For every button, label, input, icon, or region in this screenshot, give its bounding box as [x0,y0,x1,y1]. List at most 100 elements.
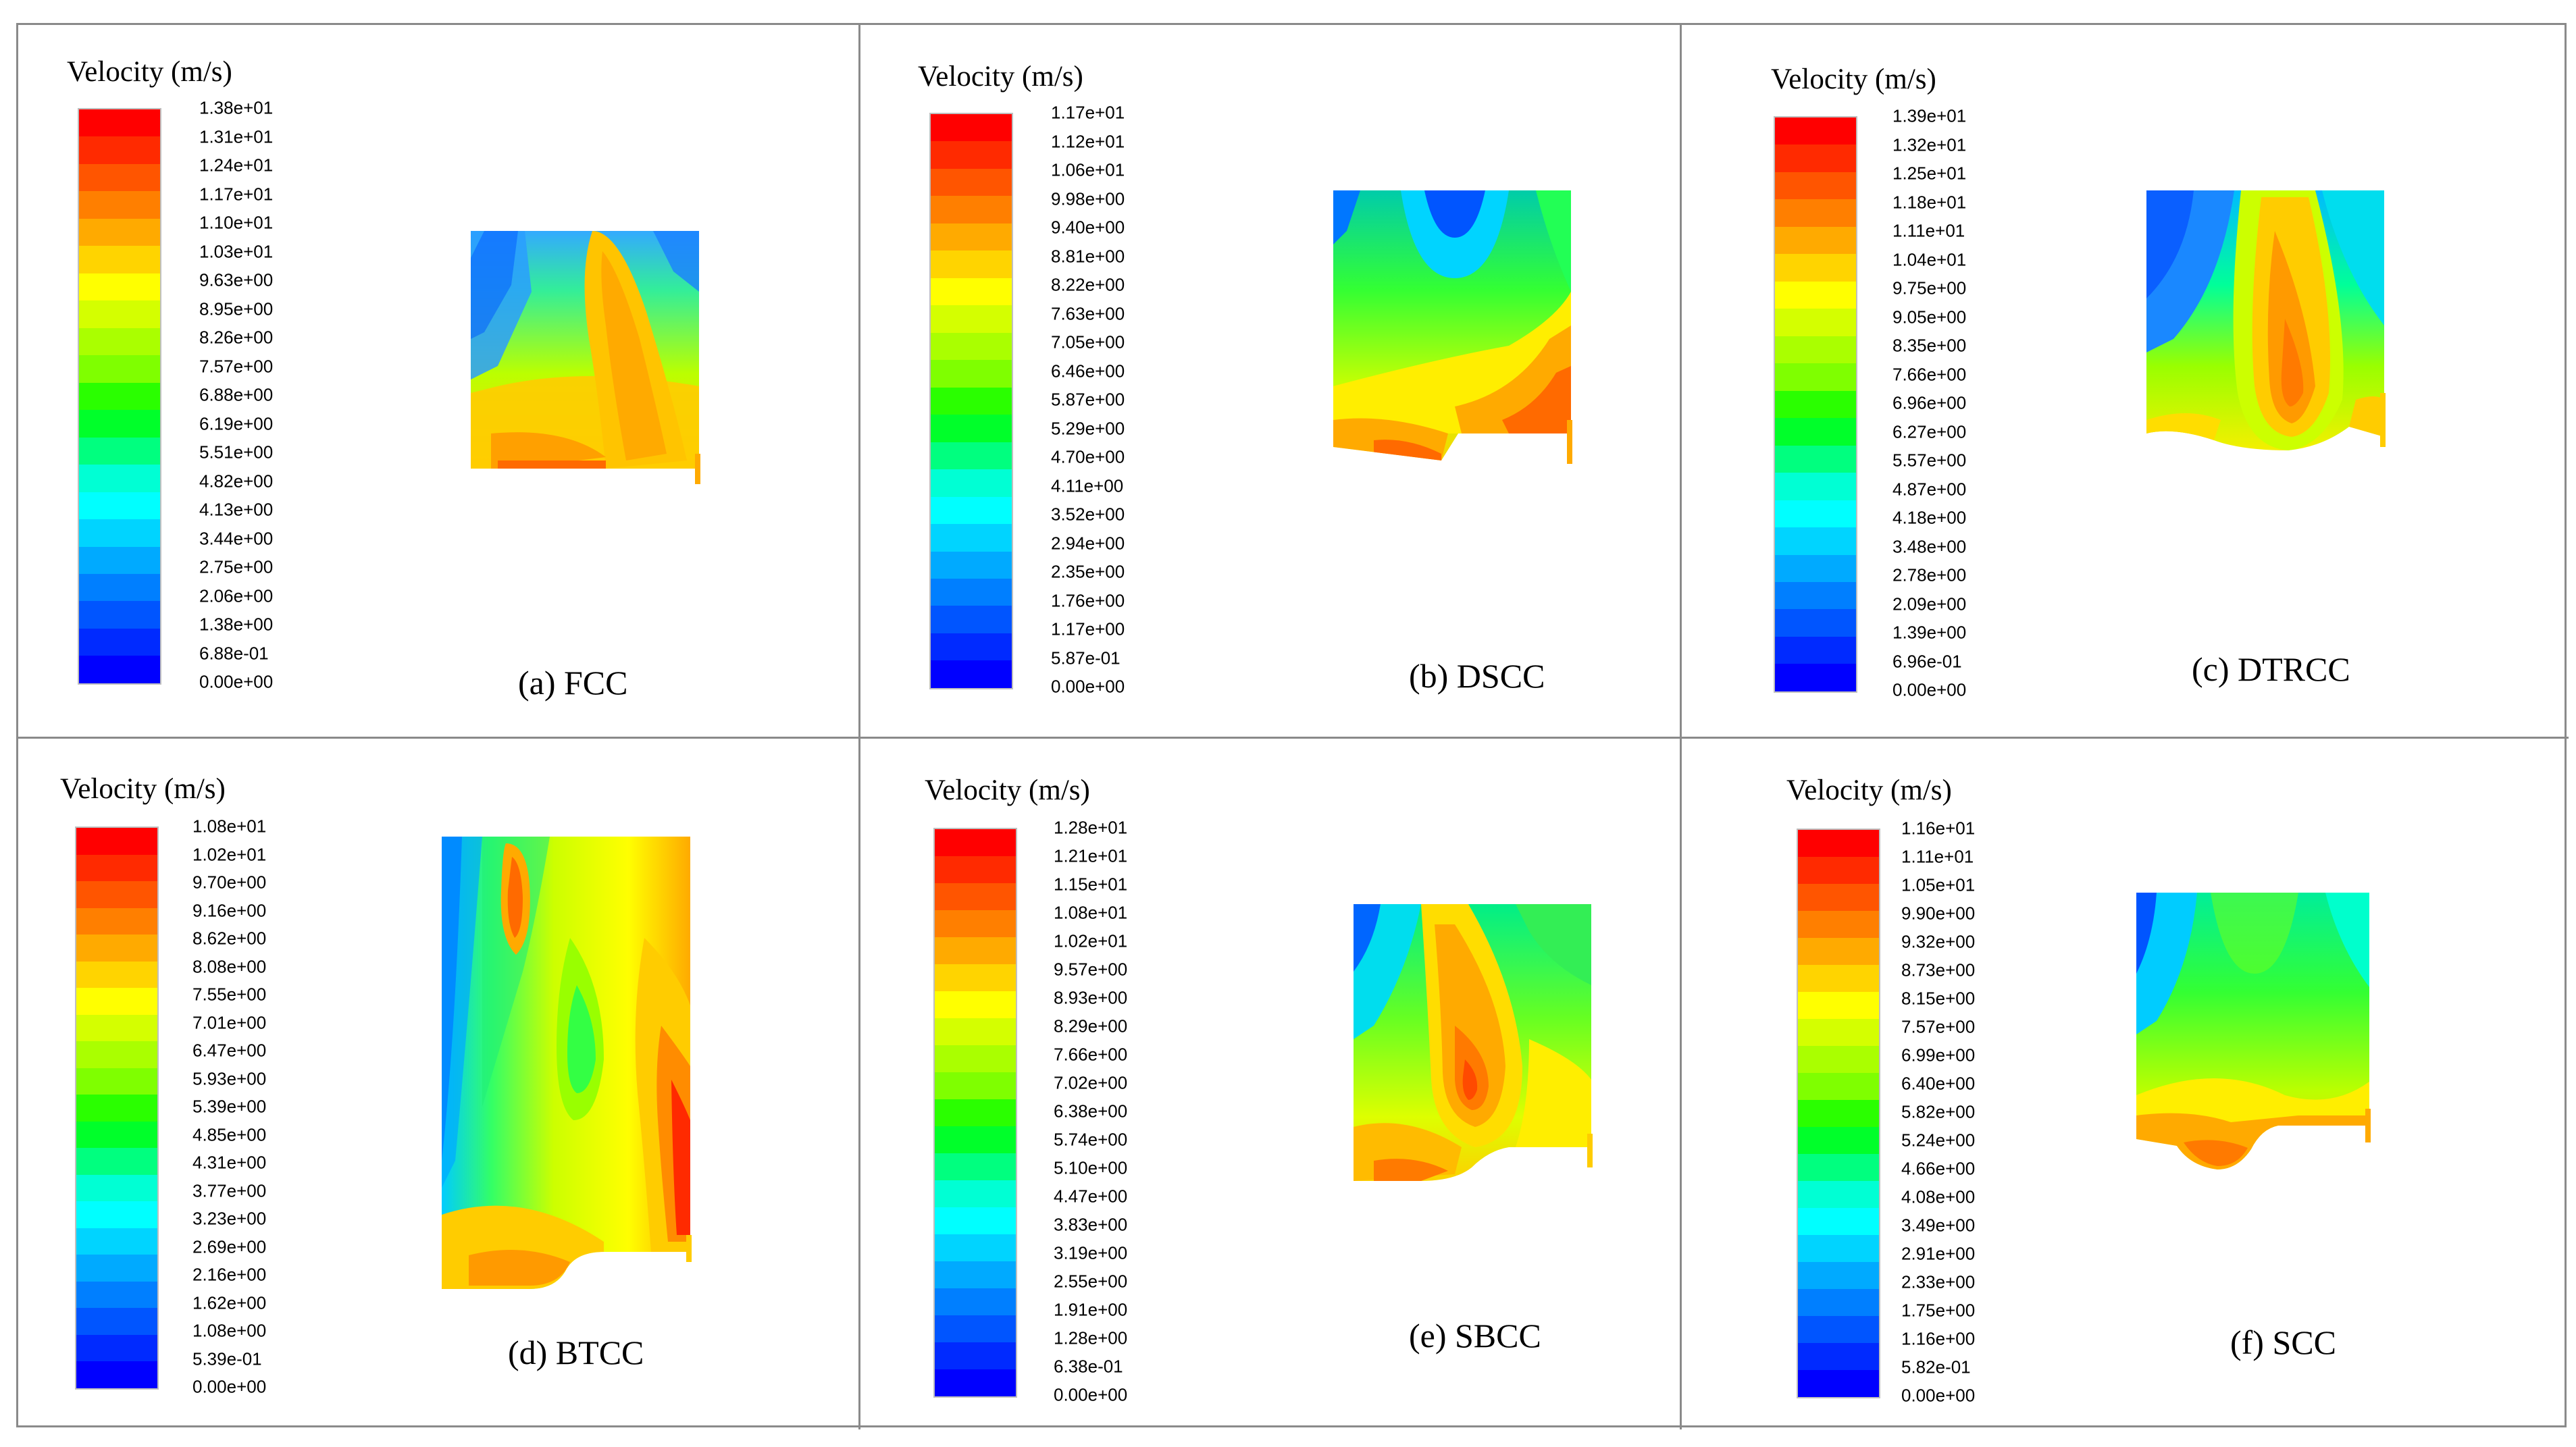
colorbar-tick-label: 1.28e+01 [1054,817,1128,838]
colorbar [75,826,159,1390]
panel-caption: (a) FCC [518,664,628,702]
colorbar-swatch [1775,199,1856,227]
colorbar-tick-label: 2.55e+00 [1054,1271,1128,1292]
colorbar-swatch [931,578,1012,606]
legend-title: Velocity (m/s) [1771,63,1936,95]
colorbar-tick-label: 1.08e+01 [192,816,267,837]
colorbar-tick-label: 5.10e+00 [1054,1157,1128,1178]
legend-title: Velocity (m/s) [67,56,232,88]
colorbar-swatch [76,1041,157,1068]
colorbar-swatch [931,387,1012,415]
colorbar-swatch [1798,1046,1879,1073]
colorbar-swatch [935,1072,1016,1099]
colorbar-tick-label: 7.55e+00 [192,984,267,1005]
colorbar-swatch [1775,418,1856,446]
colorbar-tick-label: 8.29e+00 [1054,1016,1128,1036]
colorbar-swatch [1775,636,1856,664]
colorbar-swatch [931,305,1012,333]
colorbar-swatch [1798,857,1879,884]
colorbar-tick-label: 8.73e+00 [1901,959,1976,980]
colorbar-swatch [935,937,1016,964]
colorbar-tick-label: 9.63e+00 [199,269,274,290]
colorbar [933,828,1017,1398]
colorbar-swatch [935,1126,1016,1153]
colorbar-tick-label: 4.31e+00 [192,1152,267,1173]
colorbar-tick-label: 4.18e+00 [1892,507,1967,528]
colorbar-swatch [935,1207,1016,1234]
colorbar-swatch [1798,1208,1879,1235]
colorbar-swatch [79,656,160,683]
colorbar-tick-label: 8.26e+00 [199,327,274,348]
colorbar-swatch [935,1315,1016,1342]
colorbar-swatch [76,988,157,1015]
colorbar-swatch [1798,1019,1879,1046]
colorbar-tick-label: 6.38e-01 [1054,1356,1123,1377]
colorbar-swatch [79,601,160,629]
colorbar-swatch [1775,473,1856,500]
colorbar-swatch [1798,911,1879,938]
colorbar-swatch [79,628,160,656]
colorbar-swatch [1798,1073,1879,1100]
colorbar-tick-label: 2.78e+00 [1892,564,1967,585]
colorbar-swatch [1798,1343,1879,1370]
colorbar-tick-label: 2.16e+00 [192,1264,267,1285]
colorbar-swatch [79,410,160,438]
colorbar-tick-label: 1.32e+01 [1892,134,1967,155]
colorbar-tick-label: 7.63e+00 [1051,303,1125,323]
colorbar-swatch [931,196,1012,223]
colorbar-swatch [931,251,1012,278]
colorbar-swatch [76,1068,157,1095]
colorbar-tick-label: 1.17e+00 [1051,619,1125,639]
colorbar-tick-label: 8.81e+00 [1051,246,1125,266]
colorbar-swatch [79,109,160,137]
panel-scc: Velocity (m/s) 1.16e+01 1.11e+01 1.05e+01 9… [1682,739,2569,1429]
colorbar-tick-label: 7.01e+00 [192,1012,267,1032]
colorbar-tick-label: 7.02e+00 [1054,1072,1128,1093]
colorbar-swatch [1775,554,1856,582]
velocity-contour-sbcc [1354,904,1593,1181]
colorbar-tick-label: 1.24e+01 [199,155,274,176]
colorbar-tick-label: 0.00e+00 [1901,1385,1976,1406]
colorbar-tick-label: 6.47e+00 [192,1040,267,1061]
colorbar-swatch [935,1099,1016,1126]
colorbar-swatch [79,327,160,356]
colorbar-swatch [79,163,160,192]
colorbar-tick-label: 2.91e+00 [1901,1243,1976,1264]
colorbar-swatch [1775,609,1856,637]
colorbar-tick-label: 1.12e+01 [1051,131,1125,151]
colorbar-swatch [931,168,1012,196]
colorbar-swatch [935,910,1016,937]
colorbar-tick-label: 1.76e+00 [1051,590,1125,610]
colorbar-tick-label: 1.11e+01 [1901,846,1974,867]
colorbar-tick-label: 1.17e+01 [199,184,274,204]
colorbar-tick-label: 6.96e-01 [1892,651,1962,671]
colorbar-swatch [79,273,160,301]
panel-dscc: Velocity (m/s) 1.17e+01 1.12e+01 1.06e+01 9… [860,25,1682,739]
colorbar [1797,828,1880,1398]
colorbar-swatch [79,191,160,219]
colorbar-tick-label: 1.21e+01 [1054,845,1128,866]
colorbar [1774,116,1857,693]
colorbar-tick-label: 1.16e+00 [1901,1328,1976,1349]
colorbar-tick-label: 7.66e+00 [1892,364,1967,384]
colorbar-tick-label: 9.75e+00 [1892,278,1967,298]
colorbar-tick-label: 1.11e+01 [1892,220,1965,241]
colorbar-tick-label: 1.15e+01 [1054,874,1128,895]
colorbar-swatch [1775,226,1856,255]
colorbar-swatch [79,519,160,547]
colorbar-tick-label: 3.19e+00 [1054,1242,1128,1263]
colorbar-tick-label: 1.38e+00 [199,614,274,635]
colorbar-tick-label: 5.74e+00 [1054,1129,1128,1150]
colorbar-tick-label: 2.75e+00 [199,556,274,577]
velocity-contour-scc [2136,893,2371,1169]
colorbar-tick-label: 1.03e+01 [199,241,274,261]
colorbar-swatch [931,551,1012,579]
colorbar-swatch [1775,527,1856,555]
colorbar-tick-label: 9.70e+00 [192,872,267,893]
colorbar-tick-label: 4.87e+00 [1892,479,1967,499]
colorbar-swatch [1775,144,1856,172]
colorbar-tick-label: 6.88e+00 [199,384,274,405]
colorbar-tick-label: 1.28e+00 [1054,1327,1128,1348]
legend-title: Velocity (m/s) [918,61,1083,93]
colorbar-tick-label: 9.90e+00 [1901,903,1976,924]
